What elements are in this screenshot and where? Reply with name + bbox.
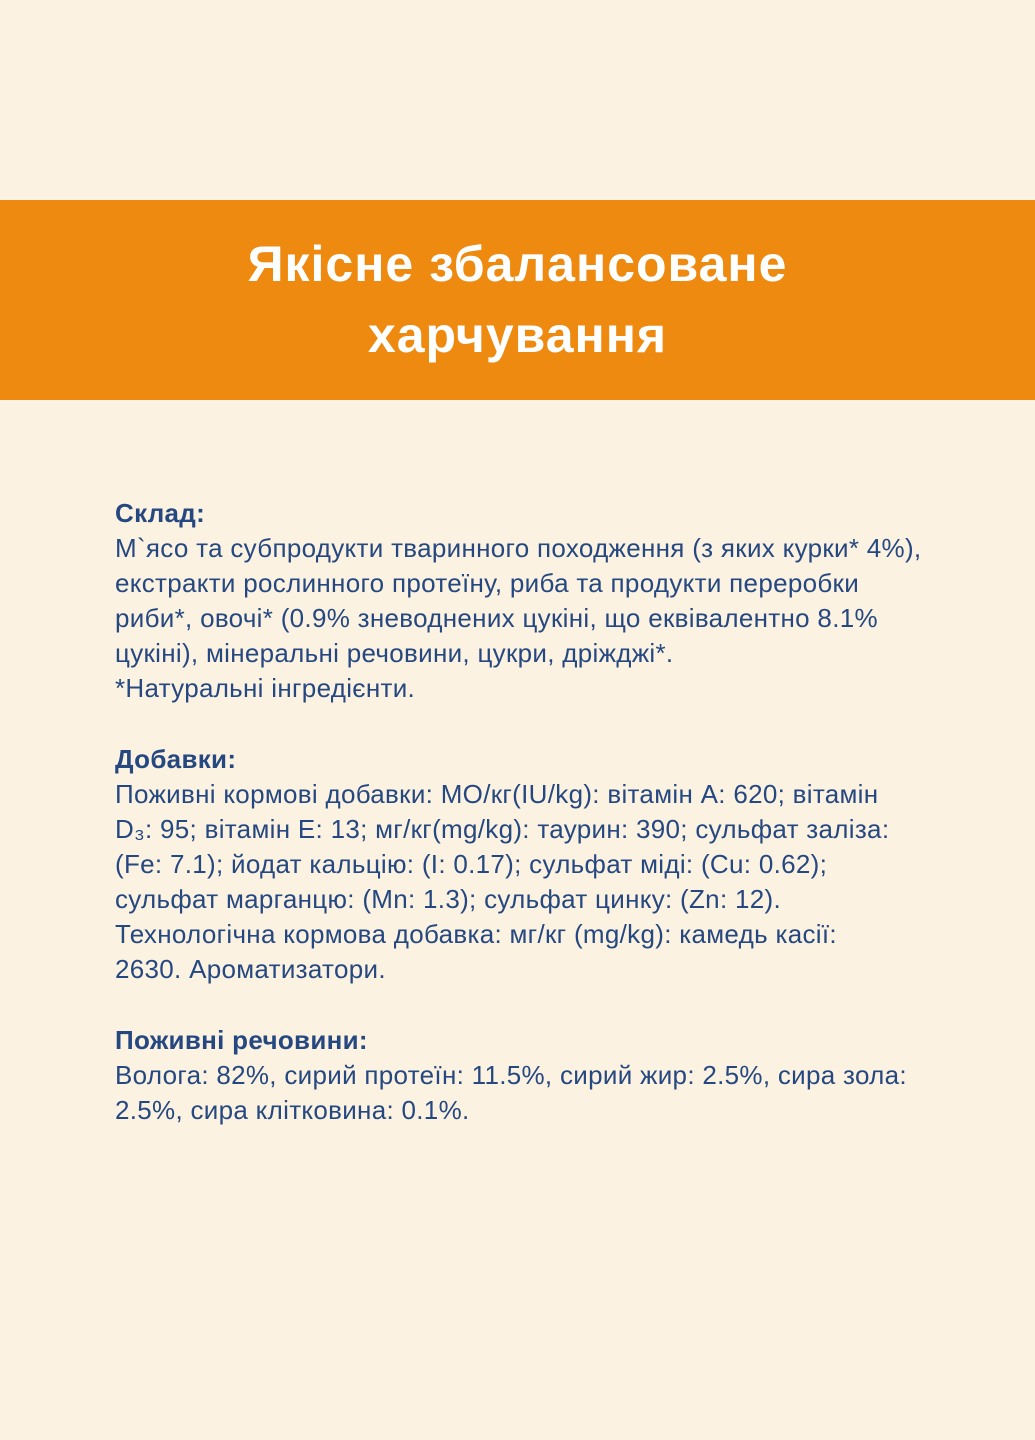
title-banner: Якісне збалансоване харчування [0, 200, 1035, 400]
section-additives: Добавки: Поживні кормові добавки: МО/кг(… [115, 742, 925, 987]
nutrients-heading: Поживні речовини: [115, 1025, 368, 1055]
additives-heading: Добавки: [115, 744, 237, 774]
section-nutrients: Поживні речовини: Волога: 82%, сирий про… [115, 1023, 925, 1128]
additives-text: Поживні кормові добавки: МО/кг(IU/kg): в… [115, 779, 890, 984]
page-title: Якісне збалансоване харчування [247, 236, 788, 363]
nutrients-text: Волога: 82%, сирий протеїн: 11.5%, сирий… [115, 1060, 907, 1125]
composition-text: М`ясо та субпродукти тваринного походжен… [115, 533, 922, 703]
section-composition: Склад: М`ясо та субпродукти тваринного п… [115, 496, 925, 706]
composition-heading: Склад: [115, 498, 206, 528]
label-content: Склад: М`ясо та субпродукти тваринного п… [0, 400, 1035, 1128]
